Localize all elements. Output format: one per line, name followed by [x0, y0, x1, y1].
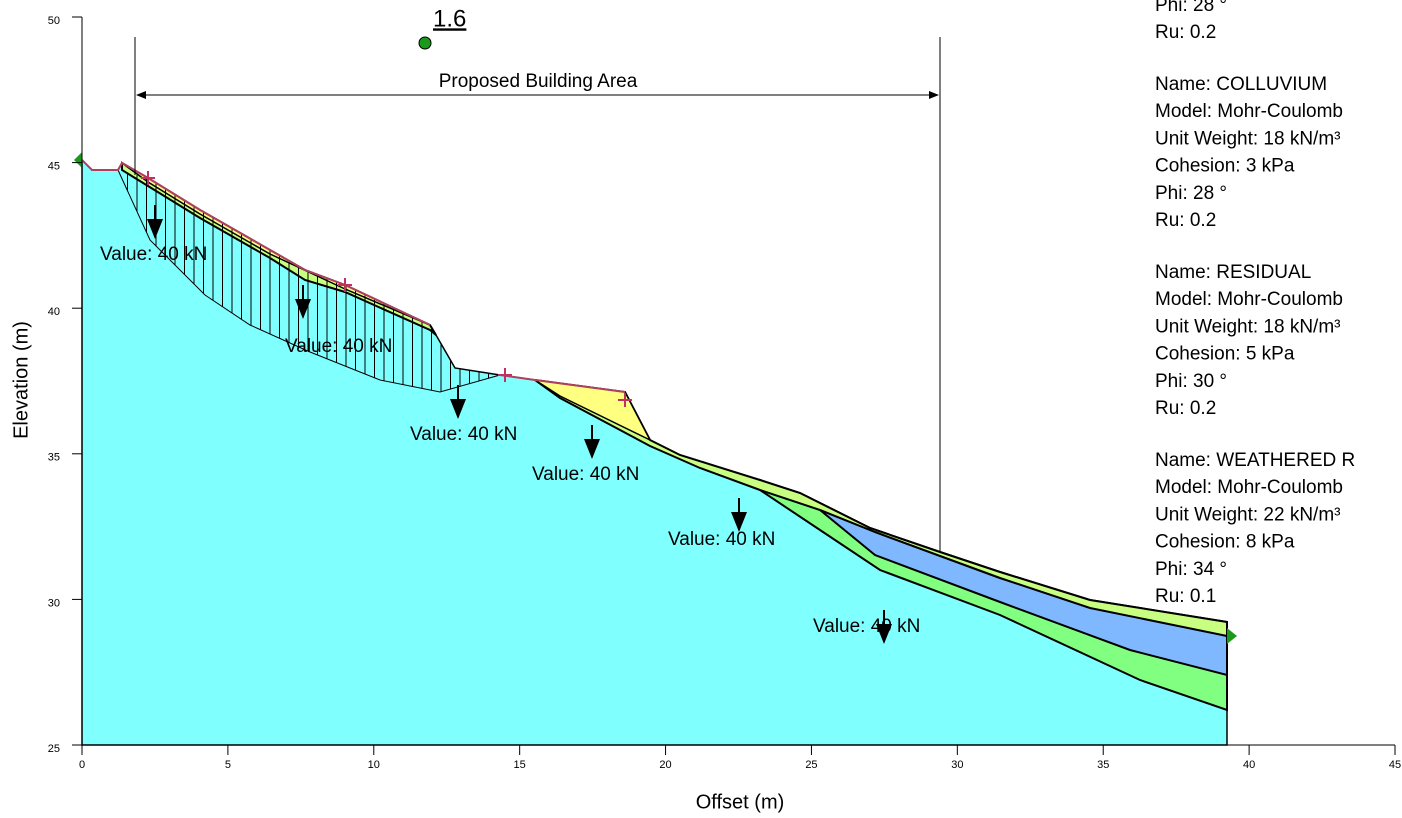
ground-surface [81, 159, 431, 326]
ground-surface [499, 374, 626, 393]
x-tick-label: 40 [1243, 759, 1255, 771]
material-property: Phi: 30 ° [1155, 371, 1227, 392]
material-property: Cohesion: 8 kPa [1155, 532, 1295, 553]
x-tick-label: 0 [79, 759, 85, 771]
material-property: Phi: 34 ° [1155, 559, 1227, 580]
y-tick-label: 35 [48, 452, 60, 464]
x-tick-label: 20 [659, 759, 671, 771]
material-property: Name: COLLUVIUM [1155, 74, 1327, 95]
material-property: Unit Weight: 18 kN/m³ [1155, 316, 1340, 337]
x-tick-label: 15 [514, 759, 526, 771]
y-axis-label: Elevation (m) [10, 321, 32, 439]
material-property: Name: WEATHERED R [1155, 450, 1355, 471]
x-tick-label: 5 [225, 759, 231, 771]
x-axis-label: Offset (m) [696, 791, 785, 813]
x-tick-label: 10 [368, 759, 380, 771]
load-label: Value: 40 kN [668, 529, 775, 550]
material-property: Phi: 28 ° [1155, 183, 1227, 204]
annotation: Proposed Building Area [439, 71, 638, 92]
x-tick-label: 35 [1097, 759, 1109, 771]
slip-surface [117, 169, 501, 393]
material-property: Ru: 0.2 [1155, 210, 1216, 231]
material-property: Cohesion: 3 kPa [1155, 156, 1295, 177]
slip-centre [418, 36, 432, 50]
material-property: Ru: 0.2 [1155, 22, 1216, 43]
material-property: Model: Mohr-Coulomb [1155, 289, 1343, 310]
material-property: Phi: 28 ° [1155, 0, 1227, 16]
load-label: Value: 40 kN [813, 616, 920, 637]
material-property: Ru: 0.2 [1155, 398, 1216, 419]
y-tick-label: 40 [48, 306, 60, 318]
x-tick-label: 45 [1389, 759, 1401, 771]
x-tick-label: 25 [805, 759, 817, 771]
material-property: Unit Weight: 22 kN/m³ [1155, 504, 1340, 525]
material-property: Unit Weight: 18 kN/m³ [1155, 128, 1340, 149]
load-label: Value: 40 kN [410, 424, 517, 445]
y-tick-label: 45 [48, 161, 60, 173]
y-tick-label: 30 [48, 597, 60, 609]
load-label: Value: 40 kN [285, 336, 392, 357]
factor-of-safety: 1.6 [433, 5, 466, 32]
material-property: Ru: 0.1 [1155, 586, 1216, 607]
material-property: Cohesion: 5 kPa [1155, 344, 1295, 365]
material-property: Name: RESIDUAL [1155, 262, 1311, 283]
material-property: Model: Mohr-Coulomb [1155, 101, 1343, 122]
x-tick-label: 30 [951, 759, 963, 771]
load-label: Value: 40 kN [532, 464, 639, 485]
slip-markers [141, 171, 632, 407]
load-label: Value: 40 kN [100, 244, 207, 265]
material-property: Model: Mohr-Coulomb [1155, 477, 1343, 498]
y-tick-label: 25 [48, 743, 60, 755]
y-tick-label: 50 [48, 15, 60, 27]
